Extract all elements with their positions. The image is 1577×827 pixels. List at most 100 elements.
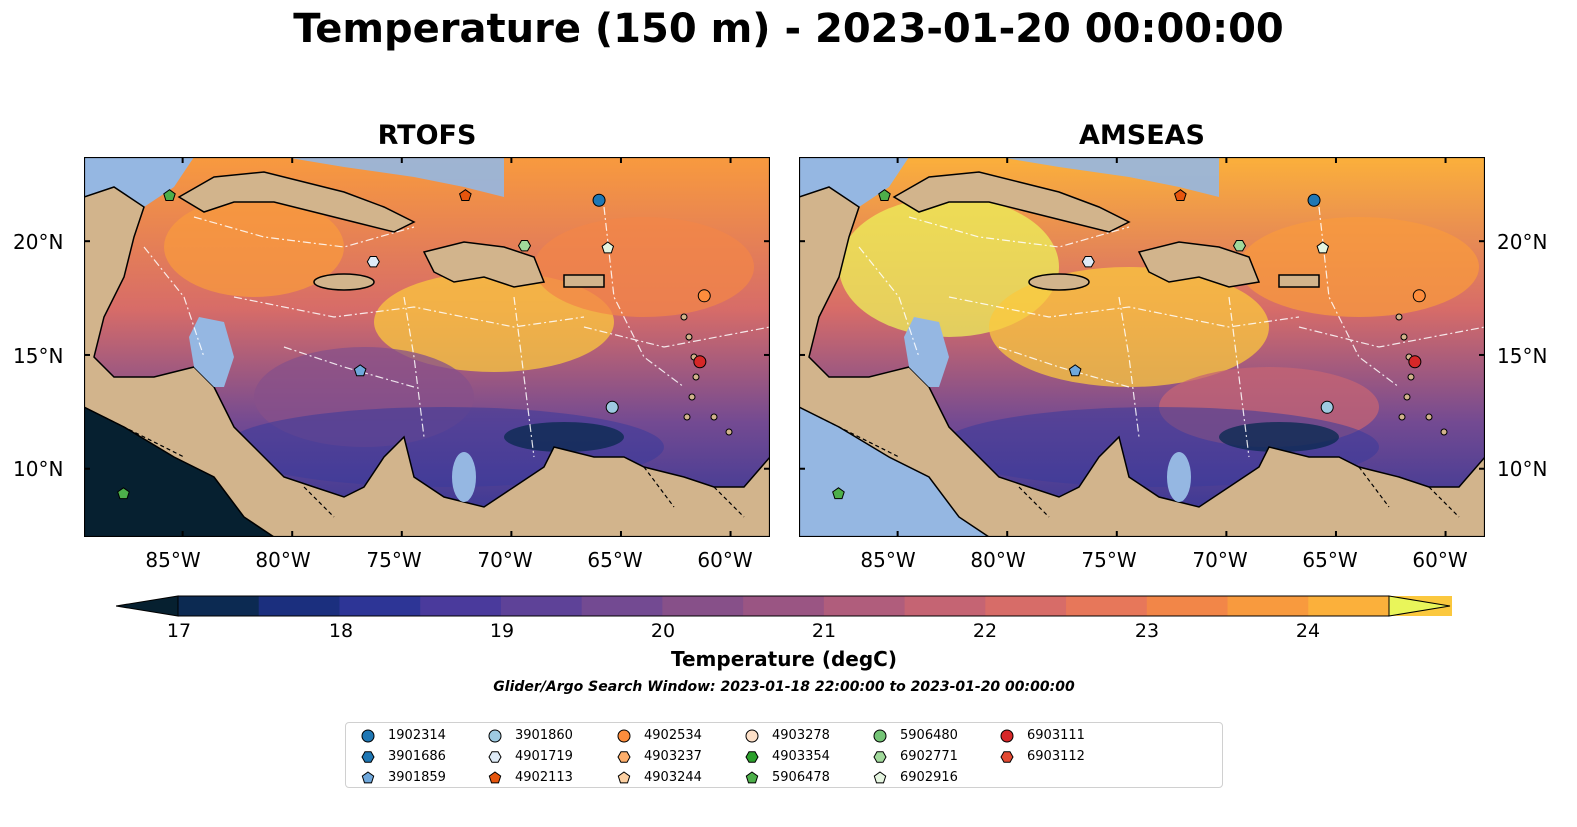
colorbar-tick: 24 [1295, 620, 1321, 642]
observation-marker-9 [1320, 400, 1334, 414]
map-rtofs[interactable] [84, 157, 770, 537]
hexagon-marker-icon [873, 751, 887, 763]
observation-marker-6 [1412, 289, 1426, 303]
pentagon-marker-icon [873, 771, 887, 784]
legend-label: 4901719 [515, 749, 573, 764]
lon-label-75w: 75°W [366, 548, 422, 572]
colorbar-bin [743, 596, 825, 616]
observation-marker-5 [1081, 256, 1095, 268]
lon-label-80w: 80°W [255, 548, 311, 572]
lon-label-60w: 60°W [697, 548, 753, 572]
colorbar-bin [1308, 596, 1390, 616]
legend-label: 4902534 [644, 728, 702, 743]
colorbar-bin [1146, 596, 1229, 616]
colorbar [116, 595, 1452, 617]
lat-label-20n-left: 20°N [13, 230, 64, 254]
observation-marker-7 [1408, 355, 1422, 369]
observation-marker-1 [459, 189, 472, 201]
lon-label-70w: 70°W [1192, 548, 1248, 572]
legend-label: 4903237 [644, 749, 702, 764]
lat-label-15n-right: 15°N [1497, 344, 1548, 368]
colorbar-tick: 23 [1134, 620, 1160, 642]
observation-marker-4 [601, 241, 615, 254]
circle-marker-icon [617, 729, 631, 743]
colorbar-bin [178, 596, 260, 616]
colorbar-bin [823, 596, 906, 616]
observation-marker-7 [693, 355, 707, 369]
legend-label: 4903278 [772, 728, 830, 743]
observation-marker-5 [366, 256, 380, 268]
colorbar-tick: 20 [650, 620, 676, 642]
panel-title-rtofs: RTOFS [377, 120, 477, 151]
colorbar-label: Temperature (degC) [671, 647, 897, 671]
pentagon-marker-icon [745, 771, 759, 784]
circle-marker-icon [361, 729, 375, 743]
map-amseas[interactable] [799, 157, 1485, 537]
search-window-text: Glider/Argo Search Window: 2023-01-18 22… [493, 679, 1075, 695]
observation-marker-10 [117, 487, 130, 500]
circle-marker-icon [745, 729, 759, 743]
pentagon-marker-icon [361, 771, 375, 784]
figure-title: Temperature (150 m) - 2023-01-20 00:00:0… [293, 6, 1284, 52]
circle-marker-icon [1000, 729, 1014, 743]
legend-label: 1902314 [388, 728, 446, 743]
legend-label: 6903111 [1027, 728, 1085, 743]
circle-marker-icon [873, 729, 887, 743]
observation-marker-1 [1174, 189, 1187, 201]
colorbar-bin [985, 596, 1067, 616]
pentagon-marker-icon [488, 771, 502, 784]
colorbar-tick: 17 [166, 620, 192, 642]
lon-label-65w: 65°W [1302, 548, 1358, 572]
lon-label-65w: 65°W [587, 548, 643, 572]
observation-marker-4 [1316, 241, 1330, 254]
legend-label: 3901859 [388, 770, 446, 785]
lon-label-85w: 85°W [145, 548, 201, 572]
legend-label: 6903112 [1027, 749, 1085, 764]
colorbar-bin [581, 596, 663, 616]
colorbar-bin [420, 596, 502, 616]
panel-title-amseas: AMSEAS [1079, 120, 1205, 151]
legend-label: 6902916 [900, 770, 958, 785]
colorbar-bin [339, 596, 421, 616]
legend-label: 6902771 [900, 749, 958, 764]
observation-marker-6 [697, 289, 711, 303]
observation-marker-2 [1307, 193, 1321, 207]
hexagon-marker-icon [617, 751, 631, 763]
legend-label: 4903354 [772, 749, 830, 764]
lon-label-75w: 75°W [1081, 548, 1137, 572]
hexagon-marker-icon [488, 751, 502, 763]
colorbar-tick: 18 [328, 620, 354, 642]
hexagon-marker-icon [745, 751, 759, 763]
legend-label: 3901860 [515, 728, 573, 743]
observation-marker-8 [353, 364, 367, 377]
legend-label: 3901686 [388, 749, 446, 764]
pentagon-marker-icon [617, 771, 631, 784]
colorbar-bin [1066, 596, 1148, 616]
colorbar-bin [662, 596, 744, 616]
colorbar-bin [1227, 596, 1309, 616]
lat-label-10n-right: 10°N [1497, 457, 1548, 481]
colorbar-tick: 19 [489, 620, 515, 642]
colorbar-bin [258, 596, 340, 616]
hexagon-marker-icon [1000, 751, 1014, 763]
legend: 1902314 3901686 3901859 3901860 4901719 49021… [345, 722, 1223, 788]
legend-label: 4903244 [644, 770, 702, 785]
observation-marker-0 [163, 189, 176, 201]
lat-label-15n-left: 15°N [13, 344, 64, 368]
colorbar-bin [500, 596, 583, 616]
observation-marker-9 [605, 400, 619, 414]
lat-label-10n-left: 10°N [13, 457, 64, 481]
lat-label-20n-right: 20°N [1497, 230, 1548, 254]
hexagon-marker-icon [361, 751, 375, 763]
observation-marker-8 [1068, 364, 1082, 377]
legend-label: 5906480 [900, 728, 958, 743]
colorbar-extend-low [116, 595, 179, 617]
colorbar-tick: 21 [811, 620, 837, 642]
lon-label-70w: 70°W [477, 548, 533, 572]
observation-marker-10 [832, 487, 845, 500]
legend-label: 4902113 [515, 770, 573, 785]
legend-label: 5906478 [772, 770, 830, 785]
observation-marker-0 [878, 189, 891, 201]
observation-marker-2 [592, 193, 606, 207]
circle-marker-icon [488, 729, 502, 743]
